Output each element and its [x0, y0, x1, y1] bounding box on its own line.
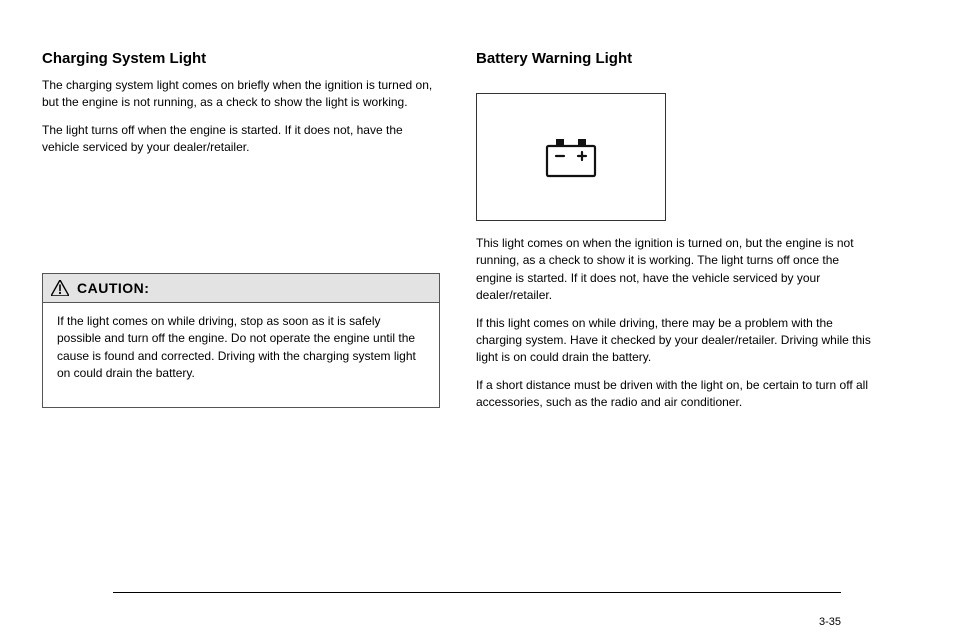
- caution-box: CAUTION: If the light comes on while dri…: [42, 273, 440, 408]
- page-number: 3-35: [819, 616, 841, 628]
- battery-warning-paragraph-3: If a short distance must be driven with …: [476, 377, 874, 412]
- caution-body-text: If the light comes on while driving, sto…: [43, 303, 439, 407]
- warning-triangle-icon: [51, 280, 69, 296]
- right-column-body: This light comes on when the ignition is…: [476, 235, 874, 422]
- charging-system-heading: Charging System Light: [42, 50, 440, 67]
- battery-warning-heading: Battery Warning Light: [476, 50, 874, 67]
- caution-header: CAUTION:: [43, 274, 439, 303]
- footer-rule: [113, 592, 841, 593]
- right-column: Battery Warning Light: [476, 50, 874, 77]
- charging-system-paragraph-1: The charging system light comes on brief…: [42, 77, 440, 112]
- caution-title: CAUTION:: [77, 280, 149, 296]
- battery-warning-paragraph-1: This light comes on when the ignition is…: [476, 235, 874, 305]
- battery-warning-figure: [476, 93, 666, 221]
- battery-icon: [543, 134, 599, 180]
- battery-warning-paragraph-2: If this light comes on while driving, th…: [476, 315, 874, 367]
- left-column: Charging System Light The charging syste…: [42, 50, 440, 167]
- charging-system-paragraph-2: The light turns off when the engine is s…: [42, 122, 440, 157]
